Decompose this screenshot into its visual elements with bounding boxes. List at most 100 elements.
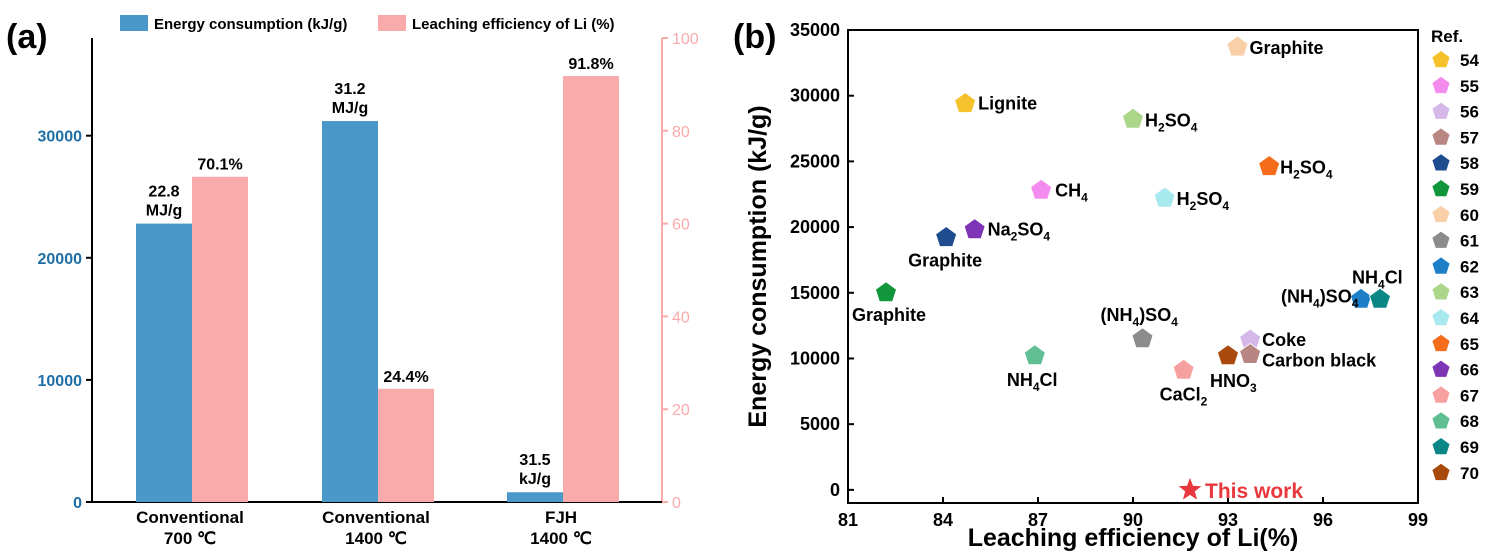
legend-marker-ref-56 [1432,102,1450,119]
legend-ref-label: 54 [1460,51,1479,70]
point-marker-ref-61 [1131,327,1154,349]
panel-b-label: (b) [733,18,776,56]
point-marker-ref-55 [1030,178,1053,200]
this-work-star [1178,477,1202,500]
legend-marker-ref-58 [1432,154,1450,171]
point-label-ref-62: (NH4)SO4 [1281,286,1359,310]
category-label-line1: FJH [545,508,577,527]
category-label-line1: Conventional [136,508,244,527]
point-label-ref-69: NH4Cl [1352,267,1403,291]
legend-marker-ref-61 [1432,231,1450,248]
point-label-ref-55: CH4 [1055,180,1088,204]
leaching-bar [192,176,248,502]
y-tick-label: 25000 [790,151,840,171]
point-label-ref-57: Carbon black [1262,351,1377,371]
point-marker-ref-62 [1350,287,1372,309]
point-marker-ref-70 [1217,344,1239,366]
right-tick-label: 80 [672,124,690,141]
legend-ref-label: 61 [1460,232,1479,251]
legend-ref-label: 65 [1460,335,1479,354]
left-tick-label: 20000 [38,251,83,268]
legend-ref-label: 66 [1460,361,1479,380]
leaching-value-label: 24.4% [383,369,428,386]
legend-swatch-1 [378,15,406,31]
legend-marker-ref-62 [1432,257,1450,274]
legend-marker-ref-68 [1432,412,1450,429]
energy-value-label: 22.8 [148,184,179,201]
legend-marker-ref-69 [1432,438,1450,455]
right-tick-label: 0 [672,495,681,512]
legend-ref-label: 70 [1460,464,1479,483]
legend-ref-label: 55 [1460,77,1479,96]
point-label-ref-60: Graphite [1250,38,1324,58]
point-label-ref-66: Na2SO4 [988,220,1051,244]
point-label-ref-67: CaCl2 [1160,384,1208,408]
category-label-line2: 700 ℃ [164,529,216,548]
panel-a-legend: Energy consumption (kJ/g) Leaching effici… [120,15,615,33]
legend-marker-ref-67 [1432,386,1450,403]
point-label-ref-68: NH4Cl [1007,370,1058,394]
right-tick-label: 100 [672,31,699,48]
panel-a-label: (a) [6,18,48,56]
x-tick-label: 84 [933,510,953,530]
x-tick-label: 87 [1028,510,1048,530]
right-tick-label: 60 [672,217,690,234]
point-label-ref-61: (NH4)SO4 [1101,305,1179,329]
legend-marker-ref-57 [1432,128,1450,145]
legend-ref-label: 59 [1460,180,1479,199]
left-tick-label: 10000 [38,373,83,390]
category-label-line2: 1400 ℃ [530,529,592,548]
legend-ref-label: 57 [1460,128,1479,147]
point-marker-ref-63 [1122,107,1144,129]
panel-a-category-labels: Conventional 700 ℃ Conventional 1400 ℃ FJH 14… [136,508,592,548]
legend-ref-label: 62 [1460,257,1479,276]
energy-unit-label: MJ/g [332,100,368,117]
this-work-label: This work [1205,480,1303,503]
energy-unit-label: MJ/g [146,203,182,220]
x-tick-label: 93 [1218,510,1238,530]
legend-swatch-0 [120,15,148,31]
legend-ref-label: 68 [1460,412,1479,431]
panel-b-scatter-chart: (b) 81 84 87 90 93 96 99 0 5000 10000 15000 20000 25… [733,18,1479,552]
right-tick-label: 20 [672,402,690,419]
legend-marker-ref-63 [1432,283,1450,300]
point-marker-ref-58 [935,226,958,247]
legend-label-1: Leaching efficiency of Li (%) [412,16,615,33]
legend-marker-ref-66 [1432,360,1450,377]
left-tick-label: 0 [73,495,82,512]
legend-marker-ref-70 [1432,463,1450,481]
point-marker-ref-57 [1239,343,1262,364]
point-marker-ref-59 [875,281,897,303]
energy-bar [136,223,192,502]
point-marker-ref-65 [1258,155,1281,176]
legend-marker-ref-60 [1432,205,1450,223]
right-tick-label: 40 [672,309,690,326]
point-marker-ref-69 [1369,287,1391,309]
y-tick-label: 5000 [800,414,840,434]
point-label-ref-63: H2SO4 [1145,110,1198,134]
x-tick-label: 96 [1313,510,1333,530]
point-label-ref-70: HNO3 [1210,371,1257,395]
legend-ref-label: 69 [1460,438,1479,457]
legend-title: Ref. [1431,27,1463,46]
energy-value-label: 31.2 [334,81,365,98]
legend-marker-ref-64 [1432,309,1450,326]
legend-marker-ref-65 [1432,334,1450,352]
legend-marker-ref-54 [1432,51,1450,68]
point-label-ref-59: Graphite [852,305,926,325]
x-tick-label: 81 [838,510,858,530]
y-axis-title: Energy consumption (kJ/g) [744,105,772,427]
point-label-ref-58: Graphite [908,251,982,271]
leaching-value-label: 70.1% [197,157,242,174]
point-label-ref-56: Coke [1262,330,1306,350]
point-marker-ref-68 [1023,344,1046,366]
energy-unit-label: kJ/g [519,471,551,488]
y-tick-label: 30000 [790,86,840,106]
y-tick-label: 0 [830,480,840,500]
legend-ref-label: 56 [1460,103,1479,122]
y-tick-label: 35000 [790,20,840,40]
energy-bar [507,492,563,502]
point-label-ref-54: Lignite [978,94,1037,114]
y-tick-label: 20000 [790,217,840,237]
